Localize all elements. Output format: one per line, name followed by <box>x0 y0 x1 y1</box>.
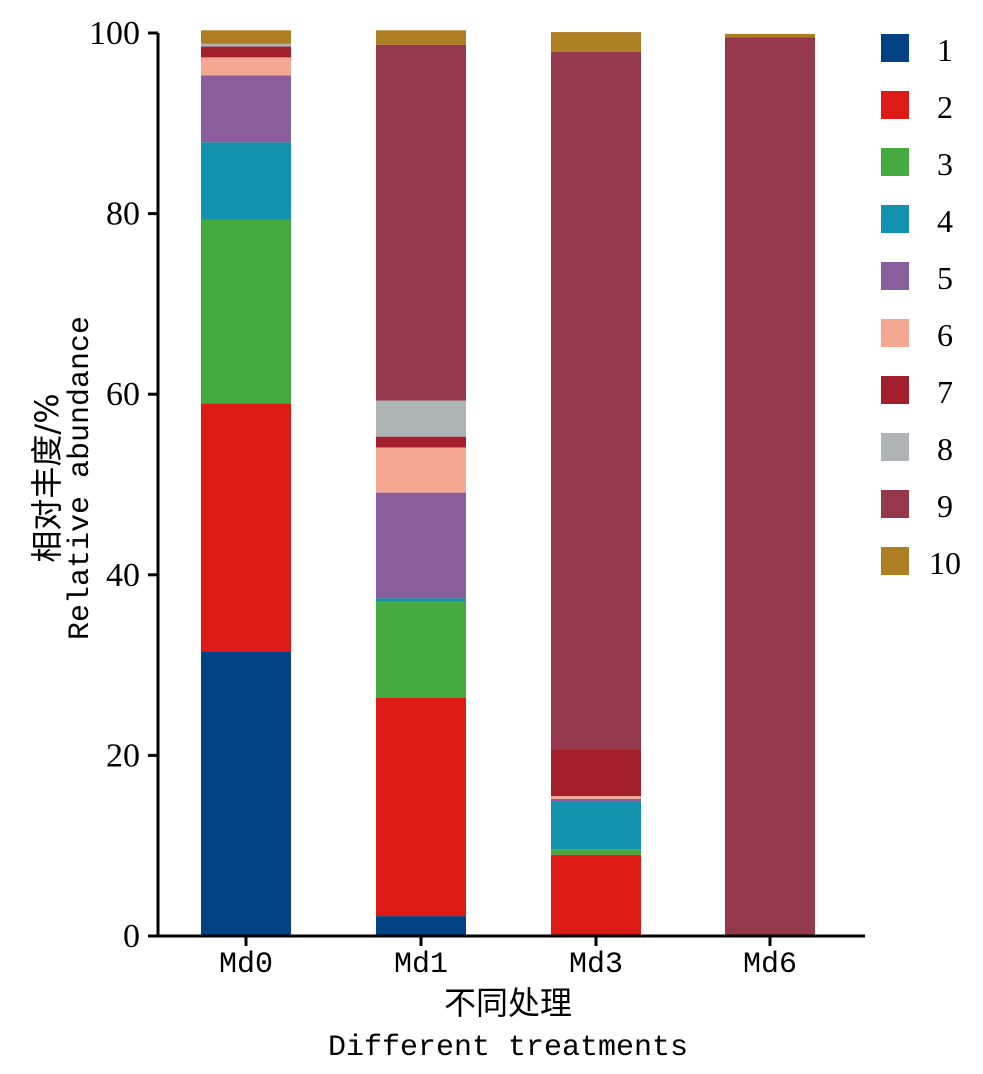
bar-segment-md0-series-3 <box>201 219 291 404</box>
bar-segment-md1-series-6 <box>376 447 466 493</box>
bar-segment-md1-series-2 <box>376 697 466 917</box>
legend-label-6: 6 <box>937 317 953 353</box>
y-tick-label: 40 <box>106 557 140 594</box>
bar-segment-md3-series-7 <box>551 749 641 797</box>
y-tick-label: 80 <box>106 196 140 233</box>
y-ticks-group: 0 20 40 60 80 100 <box>89 15 158 955</box>
x-tick-label-md3: Md3 <box>569 948 623 982</box>
legend-swatch-8 <box>881 433 909 461</box>
y-tick-label: 0 <box>123 918 140 955</box>
bar-segment-md1-series-1 <box>376 916 466 936</box>
bar-segment-md3-series-9 <box>551 51 641 750</box>
x-axis-title-cn: 不同处理 <box>444 984 572 1022</box>
legend-swatch-10 <box>881 547 909 575</box>
legend-swatch-6 <box>881 319 909 347</box>
legend-label-9: 9 <box>937 488 953 524</box>
bar-segment-md0-series-6 <box>201 57 291 76</box>
bar-segment-md0-series-4 <box>201 142 291 220</box>
bar-segment-md3-series-5 <box>551 798 641 802</box>
bar-segment-md1-series-7 <box>376 436 466 448</box>
legend-label-10: 10 <box>929 545 961 581</box>
legend-label-7: 7 <box>937 374 953 410</box>
bar-segment-md0-series-10 <box>201 30 291 44</box>
y-tick-label: 60 <box>106 376 140 413</box>
legend: 1 2 3 4 5 6 7 8 9 10 <box>881 32 961 581</box>
bar-segment-md6-series-10 <box>725 33 815 38</box>
legend-swatch-7 <box>881 376 909 404</box>
bar-segment-md3-series-3 <box>551 849 641 855</box>
bars-group <box>201 30 815 936</box>
x-tick-label-md0: Md0 <box>219 948 273 982</box>
bar-segment-md1-series-8 <box>376 400 466 437</box>
legend-label-2: 2 <box>937 89 953 125</box>
x-ticks-group: Md0 Md1 Md3 Md6 <box>219 936 797 982</box>
x-tick-label-md6: Md6 <box>743 948 797 982</box>
bar-segment-md3-series-4 <box>551 801 641 850</box>
bar-segment-md0-series-2 <box>201 403 291 652</box>
y-axis-title-cn: 相对丰度/% <box>28 393 66 562</box>
legend-swatch-4 <box>881 205 909 233</box>
bar-segment-md0-series-1 <box>201 651 291 936</box>
bar-segment-md1-series-4 <box>376 598 466 601</box>
bar-segment-md3-series-2 <box>551 854 641 936</box>
y-tick-label: 100 <box>89 15 140 52</box>
bar-segment-md0-series-8 <box>201 43 291 47</box>
legend-label-4: 4 <box>937 203 953 239</box>
bar-segment-md3-series-6 <box>551 796 641 799</box>
legend-label-1: 1 <box>937 32 953 68</box>
bar-segment-md1-series-10 <box>376 30 466 45</box>
bar-segment-md6-series-9 <box>725 37 815 936</box>
bar-segment-md0-series-7 <box>201 46 291 58</box>
x-tick-label-md1: Md1 <box>394 948 448 982</box>
legend-swatch-5 <box>881 262 909 290</box>
legend-swatch-2 <box>881 91 909 119</box>
bar-segment-md3-series-10 <box>551 32 641 52</box>
legend-swatch-1 <box>881 34 909 62</box>
legend-label-5: 5 <box>937 260 953 296</box>
legend-swatch-9 <box>881 490 909 518</box>
bar-segment-md1-series-5 <box>376 492 466 599</box>
x-axis-title-en: Different treatments <box>328 1031 688 1065</box>
legend-label-8: 8 <box>937 431 953 467</box>
bar-segment-md1-series-3 <box>376 600 466 698</box>
bar-segment-md0-series-5 <box>201 75 291 143</box>
y-tick-label: 20 <box>106 737 140 774</box>
bar-segment-md1-series-9 <box>376 44 466 401</box>
y-axis-title-en: Relative abundance <box>64 316 98 640</box>
legend-swatch-3 <box>881 148 909 176</box>
legend-label-3: 3 <box>937 146 953 182</box>
